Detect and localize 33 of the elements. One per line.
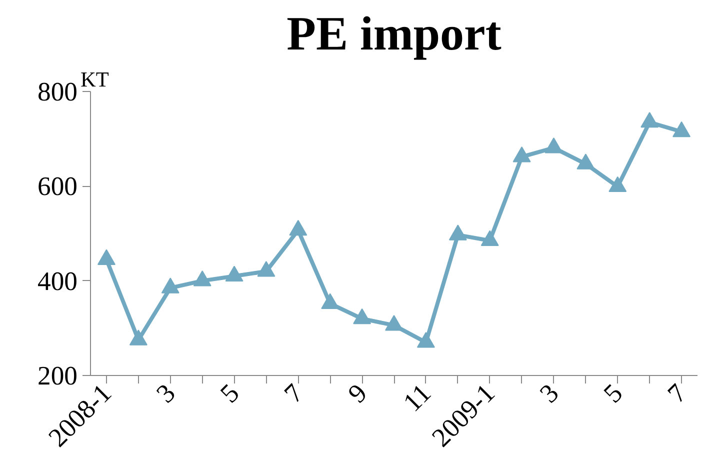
point	[193, 270, 212, 286]
x-tick-label: 9	[342, 378, 373, 409]
point	[97, 249, 116, 265]
point	[544, 138, 563, 154]
point	[321, 293, 340, 309]
point	[385, 315, 403, 331]
point	[416, 332, 435, 348]
point	[161, 278, 180, 294]
x-tick-label: 5	[598, 378, 628, 409]
point	[512, 146, 531, 162]
point	[608, 176, 627, 192]
x-tick-label: 7	[278, 378, 309, 409]
x-tick-label: 3	[534, 378, 564, 409]
x-tick-label: 3	[150, 378, 181, 409]
x-tick-label: 7	[661, 378, 692, 409]
point	[672, 121, 691, 138]
point	[257, 261, 276, 277]
y-tick-label: 400	[38, 266, 78, 296]
point	[448, 224, 467, 240]
point	[576, 154, 595, 170]
x-tick-label: 5	[214, 378, 245, 409]
y-tick-label: 600	[38, 171, 78, 202]
point	[129, 330, 148, 346]
y-tick-label: 200	[38, 360, 78, 390]
x-tick-label: 11	[397, 378, 437, 418]
y-tick-label: 800	[38, 76, 78, 106]
point	[289, 220, 308, 236]
point	[640, 112, 659, 128]
point	[225, 266, 244, 282]
point	[353, 308, 372, 324]
chart-title: PE import	[286, 8, 502, 60]
y-axis-title: KT	[80, 68, 109, 92]
point	[480, 230, 499, 246]
